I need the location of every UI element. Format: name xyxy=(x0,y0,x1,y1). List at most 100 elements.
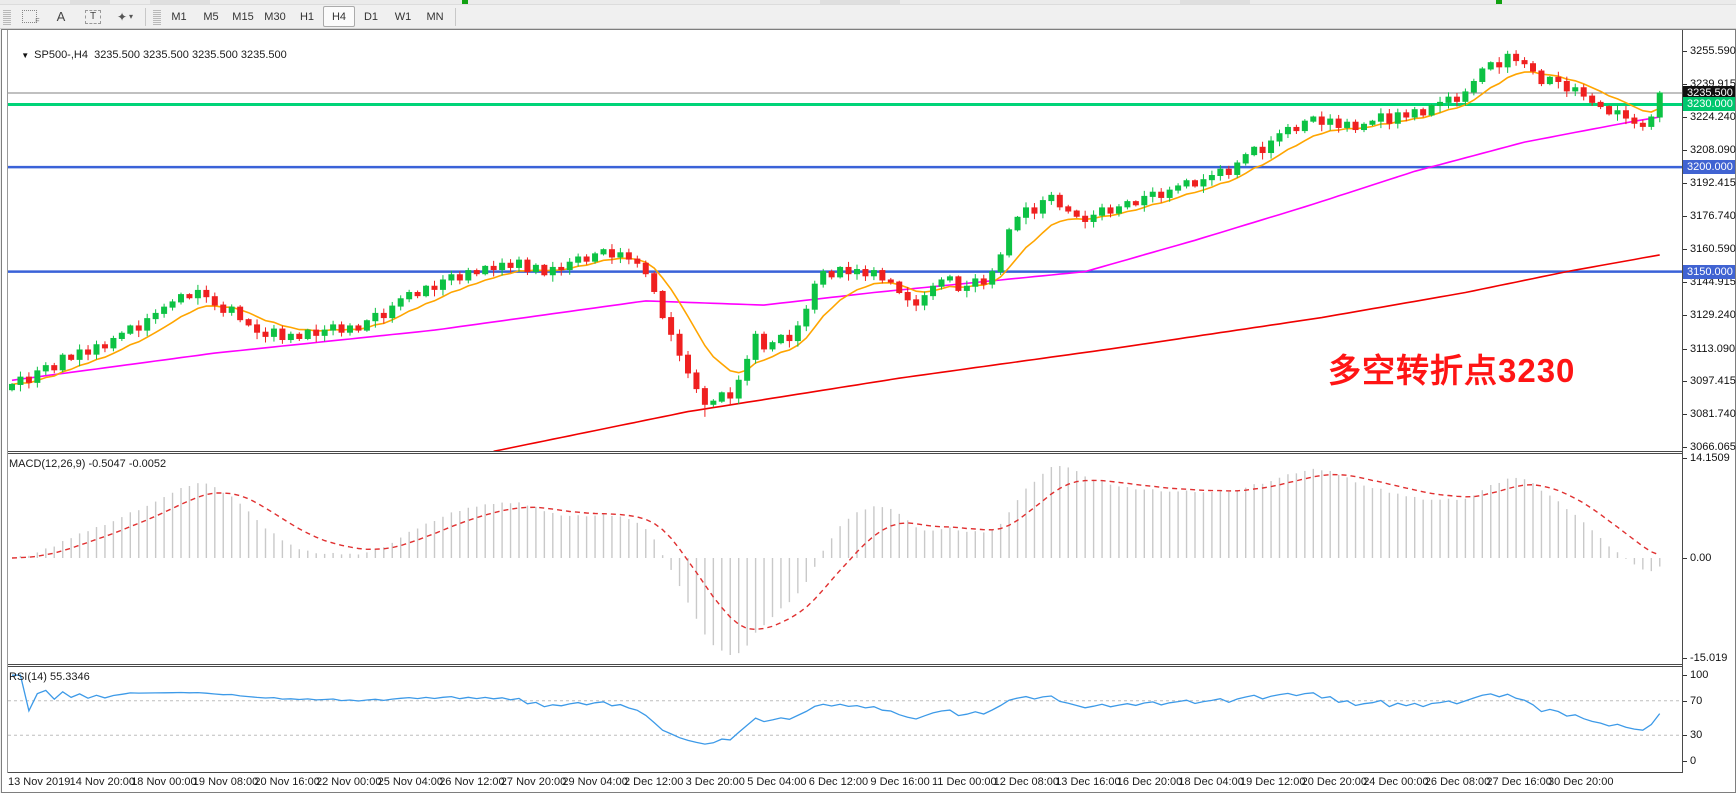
candle-body xyxy=(1470,80,1477,93)
date-tick-label: 26 Dec 08:00 xyxy=(1424,776,1491,788)
candle-body xyxy=(1487,62,1494,70)
text-tool-button[interactable]: A xyxy=(45,6,77,27)
timeframe-button-m15[interactable]: M15 xyxy=(232,10,254,23)
candle-body xyxy=(42,365,49,372)
candle-body xyxy=(118,332,125,339)
timeframe-button-h1[interactable]: H1 xyxy=(299,10,315,23)
timeframe-button-m5[interactable]: M5 xyxy=(203,10,219,23)
candle-body xyxy=(803,308,810,327)
price-level-box-3150.000: 3150.000 xyxy=(1683,264,1735,279)
candle-body xyxy=(558,266,565,271)
macd-zero-label: 0.00 xyxy=(1690,552,1712,564)
timeframe-button-h4[interactable]: H4 xyxy=(323,6,355,27)
rsi-indicator-plot[interactable] xyxy=(2,667,1683,772)
panel-separator[interactable] xyxy=(7,666,1682,667)
candle-body xyxy=(887,279,894,283)
date-tick-label: 13 Nov 2019 xyxy=(8,776,71,788)
price-tick-label: 3160.590 xyxy=(1690,243,1736,256)
candle-body xyxy=(110,337,117,349)
timeframe-button-d1[interactable]: D1 xyxy=(363,10,379,23)
top-toolbar-cropped xyxy=(0,0,1736,5)
toolbar-remnant-green-icon xyxy=(462,0,468,4)
candle-body xyxy=(854,269,860,275)
candle-body xyxy=(1242,154,1249,164)
candle-body xyxy=(482,265,489,275)
candle-body xyxy=(1555,76,1562,82)
candle-body xyxy=(921,295,928,306)
candle-body xyxy=(997,254,1004,273)
price-level-box-3230.000: 3230.000 xyxy=(1683,97,1735,112)
candle-body xyxy=(1023,207,1029,218)
candle-body xyxy=(1318,116,1325,125)
candle-body xyxy=(287,333,294,341)
timeframe-button-mn[interactable]: MN xyxy=(426,10,444,23)
orange-ma-line xyxy=(11,71,1661,386)
candle-body xyxy=(972,278,979,287)
panel-separator[interactable] xyxy=(7,451,1682,452)
shapes-tool-button[interactable]: ✦ ▾ xyxy=(109,6,141,27)
candle-body xyxy=(406,292,413,300)
candle-body xyxy=(1132,201,1139,206)
rsi-tick-label: 30 xyxy=(1690,729,1703,741)
date-tick-label: 20 Dec 20:00 xyxy=(1301,776,1368,788)
candle-body xyxy=(1192,180,1198,187)
toolbar-drag-handle[interactable] xyxy=(3,8,11,25)
candle-body xyxy=(735,379,742,399)
date-tick-label: 2 Dec 12:00 xyxy=(624,776,684,788)
candle-body xyxy=(575,256,582,263)
price-tick-label: 3192.415 xyxy=(1690,176,1736,189)
date-tick-label: 9 Dec 16:00 xyxy=(870,776,930,788)
candle-body xyxy=(17,376,24,385)
label-tool-button[interactable]: T xyxy=(77,6,109,27)
date-tick-label: 19 Dec 12:00 xyxy=(1240,776,1306,788)
candle-body xyxy=(237,306,244,321)
date-tick-label: 29 Nov 04:00 xyxy=(562,776,628,788)
price-tick-label: 3224.240 xyxy=(1690,110,1736,123)
candle-body xyxy=(490,265,497,271)
candle-body xyxy=(1394,112,1401,124)
toolbar-drag-handle[interactable] xyxy=(153,8,161,25)
chart-menu-arrow-icon[interactable]: ▼ xyxy=(21,51,30,60)
candle-body xyxy=(1361,123,1367,131)
date-tick-label: 3 Dec 20:00 xyxy=(685,776,745,788)
date-tick-label: 14 Nov 20:00 xyxy=(69,776,136,788)
candle-body xyxy=(786,334,793,342)
candle-body xyxy=(1597,101,1604,108)
rsi-label: RSI(14) 55.3346 xyxy=(9,671,90,683)
panel-separator[interactable] xyxy=(7,664,1682,665)
candle-body xyxy=(1014,216,1021,231)
candle-body xyxy=(101,344,108,349)
candle-body xyxy=(1208,175,1215,181)
chart-window[interactable]: ▼ SP500-,H4 3235.500 3235.500 3235.500 32… xyxy=(1,29,1736,793)
candle-body xyxy=(169,301,176,308)
candle-body xyxy=(85,349,92,355)
date-tick-label: 25 Nov 04:00 xyxy=(377,776,444,788)
candle-body xyxy=(761,333,768,350)
candle-body xyxy=(1065,206,1072,212)
candle-body xyxy=(592,253,599,262)
date-tick-label: 19 Nov 08:00 xyxy=(192,776,259,788)
candle-body xyxy=(439,279,446,290)
chevron-down-icon: ▾ xyxy=(129,12,134,21)
timeframe-button-m1[interactable]: M1 xyxy=(171,10,187,23)
indicators-grid-button[interactable]: F xyxy=(13,6,45,27)
price-chart-plot[interactable] xyxy=(2,30,1683,451)
candle-body xyxy=(1589,95,1596,103)
candle-body xyxy=(701,388,708,405)
candle-body xyxy=(465,270,472,281)
timeframe-button-m30[interactable]: M30 xyxy=(264,10,286,23)
candle-body xyxy=(541,264,548,276)
candle-body xyxy=(549,266,556,276)
toolbar-remnant-green-icon xyxy=(1496,0,1502,4)
date-tick-label: 26 Nov 12:00 xyxy=(439,776,505,788)
timeframe-button-w1[interactable]: W1 xyxy=(394,10,412,23)
rsi-line xyxy=(12,674,1661,745)
candle-body xyxy=(59,354,66,371)
candle-body xyxy=(1344,121,1351,128)
panel-separator[interactable] xyxy=(7,453,1682,454)
axis-tick-mark xyxy=(1683,558,1687,559)
macd-indicator-plot[interactable] xyxy=(2,454,1683,663)
candle-body xyxy=(1445,96,1452,103)
candle-body xyxy=(397,298,404,307)
axis-tick-mark xyxy=(1683,735,1687,736)
